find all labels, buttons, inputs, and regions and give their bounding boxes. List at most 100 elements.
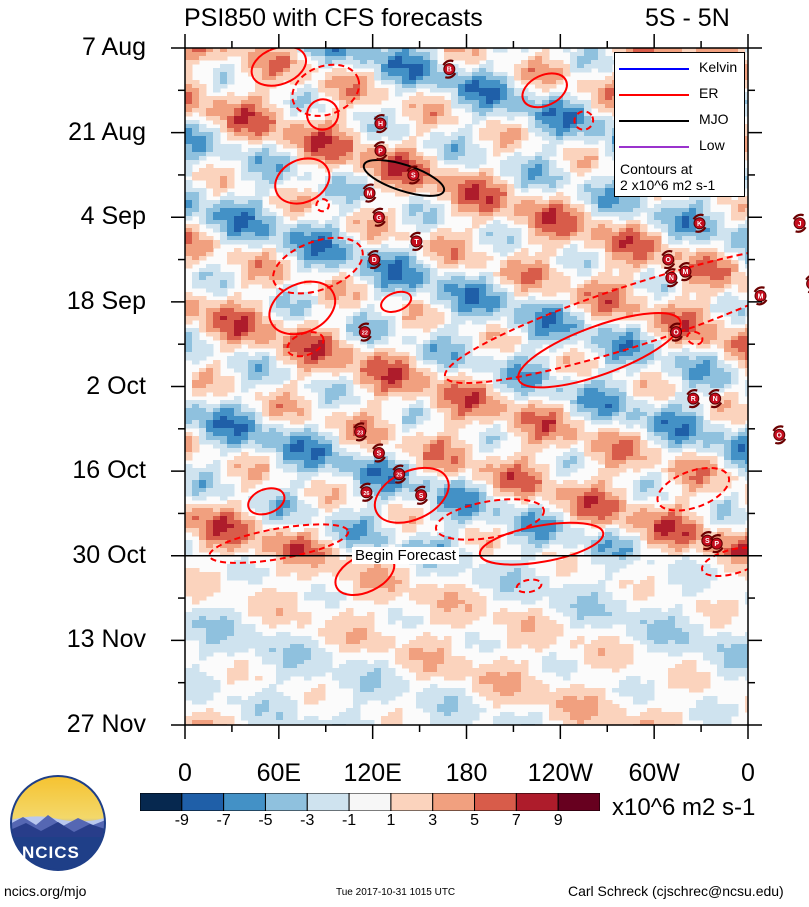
field-cell [647, 340, 655, 345]
field-cell [542, 360, 550, 365]
field-cell [745, 144, 748, 149]
field-cell [346, 208, 354, 213]
field-cell [605, 260, 613, 265]
field-cell [696, 208, 704, 213]
field-cell [199, 84, 207, 89]
field-cell [584, 168, 592, 173]
field-cell [318, 348, 326, 353]
field-cell [339, 212, 347, 217]
field-cell [612, 328, 620, 333]
field-cell [192, 172, 200, 177]
field-cell [192, 280, 200, 285]
field-cell [262, 168, 270, 173]
field-cell [451, 356, 459, 361]
field-cell [220, 156, 228, 161]
field-cell [409, 288, 417, 293]
field-cell [626, 216, 634, 221]
field-cell [381, 360, 389, 365]
field-cell [507, 196, 515, 201]
field-cell [710, 332, 718, 337]
field-cell [563, 152, 571, 157]
field-cell [234, 324, 242, 329]
field-cell [486, 236, 494, 241]
field-cell [262, 236, 270, 241]
field-cell [192, 152, 200, 157]
field-cell [402, 188, 410, 193]
field-cell [542, 252, 550, 257]
field-cell [570, 204, 578, 209]
field-cell [521, 268, 529, 273]
field-cell [423, 112, 431, 117]
field-cell [325, 336, 333, 341]
field-cell [199, 352, 207, 357]
field-cell [206, 204, 214, 209]
field-cell [451, 276, 459, 281]
field-cell [549, 132, 557, 137]
field-cell [549, 252, 557, 257]
field-cell [255, 328, 263, 333]
field-cell [262, 60, 270, 65]
field-cell [332, 132, 340, 137]
field-cell [269, 220, 277, 225]
field-cell [626, 196, 634, 201]
field-cell [745, 152, 748, 157]
field-cell [437, 152, 445, 157]
field-cell [465, 148, 473, 153]
field-cell [654, 340, 662, 345]
field-cell [542, 356, 550, 361]
field-cell [269, 360, 277, 365]
field-cell [311, 320, 319, 325]
field-cell [591, 160, 599, 165]
field-cell [521, 248, 529, 253]
field-cell [283, 132, 291, 137]
field-cell [542, 264, 550, 269]
field-cell [199, 112, 207, 117]
field-cell [731, 260, 739, 265]
field-cell [248, 56, 256, 61]
field-cell [465, 88, 473, 93]
field-cell [283, 340, 291, 345]
field-cell [185, 108, 193, 113]
field-cell [304, 248, 312, 253]
field-cell [297, 268, 305, 273]
field-cell [409, 308, 417, 313]
field-cell [493, 184, 501, 189]
field-cell [374, 316, 382, 321]
field-cell [388, 172, 396, 177]
field-cell [388, 268, 396, 273]
field-cell [591, 348, 599, 353]
field-cell [255, 252, 263, 257]
field-cell [220, 232, 228, 237]
field-cell [689, 340, 697, 345]
field-cell [325, 80, 333, 85]
field-cell [668, 240, 676, 245]
field-cell [738, 308, 746, 313]
field-cell [241, 252, 249, 257]
field-cell [745, 228, 748, 233]
field-cell [549, 104, 557, 109]
field-cell [290, 232, 298, 237]
field-cell [703, 224, 711, 229]
field-cell [577, 68, 585, 73]
field-cell [661, 204, 669, 209]
field-cell [402, 52, 410, 57]
field-cell [290, 352, 298, 357]
field-cell [339, 284, 347, 289]
field-cell [542, 76, 550, 81]
field-cell [227, 180, 235, 185]
field-cell [297, 128, 305, 133]
field-cell [283, 356, 291, 361]
field-cell [402, 292, 410, 297]
field-cell [423, 124, 431, 129]
field-cell [605, 316, 613, 321]
field-cell [647, 220, 655, 225]
field-cell [486, 232, 494, 237]
field-cell [745, 340, 748, 345]
field-cell [220, 300, 228, 305]
field-cell [416, 108, 424, 113]
field-cell [605, 356, 613, 361]
field-cell [549, 276, 557, 281]
field-cell [479, 200, 487, 205]
field-cell [290, 188, 298, 193]
field-cell [710, 280, 718, 285]
